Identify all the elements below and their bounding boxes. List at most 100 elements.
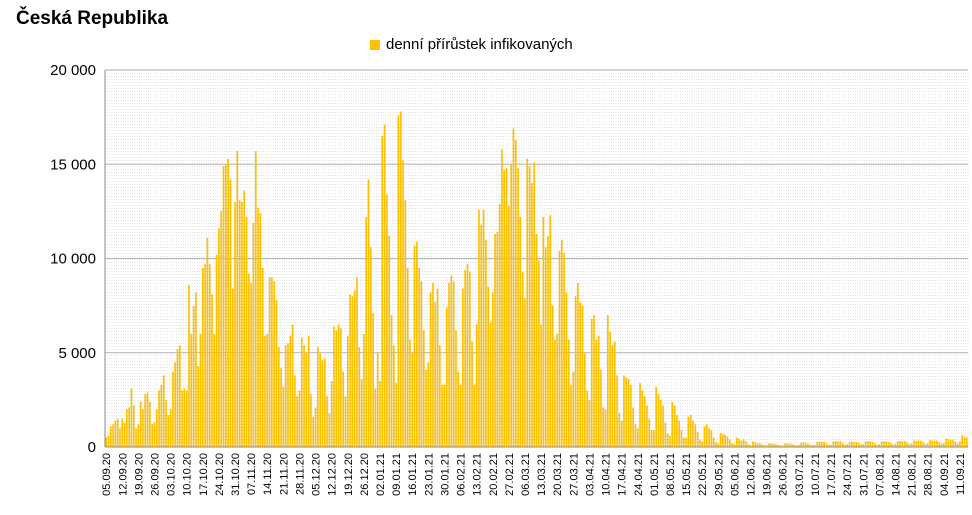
bar — [337, 324, 340, 447]
bar — [639, 382, 641, 447]
bar — [264, 335, 266, 447]
bar — [565, 292, 568, 447]
bar — [731, 443, 733, 447]
x-tick-label: 02.01.21 — [375, 453, 387, 496]
bar — [823, 441, 825, 447]
bar — [321, 360, 324, 447]
bar — [183, 388, 186, 447]
bar — [811, 445, 814, 447]
bar — [890, 442, 892, 447]
bar — [754, 442, 756, 447]
bar — [747, 444, 750, 447]
bar — [328, 413, 331, 447]
bar — [676, 414, 678, 447]
bar — [305, 352, 308, 447]
bar — [409, 339, 411, 447]
bar — [466, 264, 469, 447]
bar — [894, 443, 897, 447]
bar — [772, 443, 775, 447]
bar — [903, 441, 906, 447]
bar — [245, 217, 248, 447]
bar — [503, 169, 506, 447]
bar — [416, 241, 418, 447]
bar — [487, 286, 490, 447]
bar — [708, 428, 710, 447]
bar — [793, 444, 796, 447]
bar — [372, 313, 374, 447]
bar — [250, 283, 252, 447]
x-tick-label: 23.01.21 — [423, 453, 435, 496]
bar — [758, 443, 761, 447]
bar — [738, 438, 740, 447]
x-tick-label: 01.05.21 — [649, 453, 661, 496]
bar — [678, 420, 681, 447]
x-tick-label: 17.07.21 — [826, 453, 838, 496]
x-tick-label: 19.06.21 — [762, 453, 774, 496]
bar — [351, 296, 354, 447]
x-tick-label: 19.09.20 — [133, 453, 145, 496]
bar — [312, 416, 315, 447]
bar — [770, 443, 773, 447]
bar — [420, 281, 423, 447]
bar — [832, 441, 835, 447]
bar — [655, 386, 657, 447]
bar — [402, 160, 404, 448]
bar — [333, 326, 335, 447]
bar — [883, 441, 885, 447]
bar — [204, 264, 206, 447]
bar — [307, 335, 310, 447]
bar — [432, 283, 434, 447]
bar — [340, 328, 342, 447]
bar — [687, 416, 690, 447]
bar — [745, 441, 747, 447]
bar — [211, 294, 213, 447]
bar — [961, 435, 964, 447]
bar — [544, 247, 547, 447]
bar — [213, 333, 216, 447]
bar — [314, 407, 317, 447]
bar — [248, 273, 250, 447]
bar — [496, 232, 499, 447]
bar — [475, 324, 478, 447]
bar — [703, 426, 706, 447]
bar — [701, 441, 704, 447]
x-tick-label: 24.10.20 — [214, 453, 226, 496]
bar — [379, 381, 381, 447]
x-tick-label: 12.06.21 — [746, 453, 758, 496]
bar — [114, 420, 117, 447]
x-tick-label: 07.11.20 — [246, 453, 258, 495]
bar — [457, 371, 460, 447]
bar — [547, 235, 549, 447]
bar — [188, 284, 190, 447]
bar — [669, 435, 671, 447]
bar — [814, 445, 816, 447]
bar — [369, 247, 372, 447]
bar — [190, 333, 193, 447]
bar — [508, 205, 510, 447]
bar — [625, 377, 628, 447]
bar — [899, 440, 901, 447]
bar — [537, 260, 540, 447]
bar — [908, 443, 911, 447]
bar — [646, 405, 648, 447]
bar — [116, 418, 119, 447]
bar — [600, 369, 602, 447]
bar — [657, 394, 660, 447]
bar — [846, 444, 849, 447]
bar — [719, 432, 722, 447]
bar — [330, 381, 333, 447]
x-tick-label: 20.02.21 — [488, 453, 500, 496]
bar — [717, 443, 720, 447]
bar — [735, 437, 738, 447]
bar — [947, 439, 950, 447]
bar — [482, 209, 485, 447]
bar — [795, 445, 798, 447]
bar — [448, 283, 450, 447]
bar — [434, 301, 437, 447]
bar — [848, 442, 851, 447]
bar — [816, 441, 819, 447]
bar — [392, 345, 395, 447]
bar — [791, 444, 793, 447]
bar — [728, 439, 731, 447]
bar — [436, 288, 439, 447]
